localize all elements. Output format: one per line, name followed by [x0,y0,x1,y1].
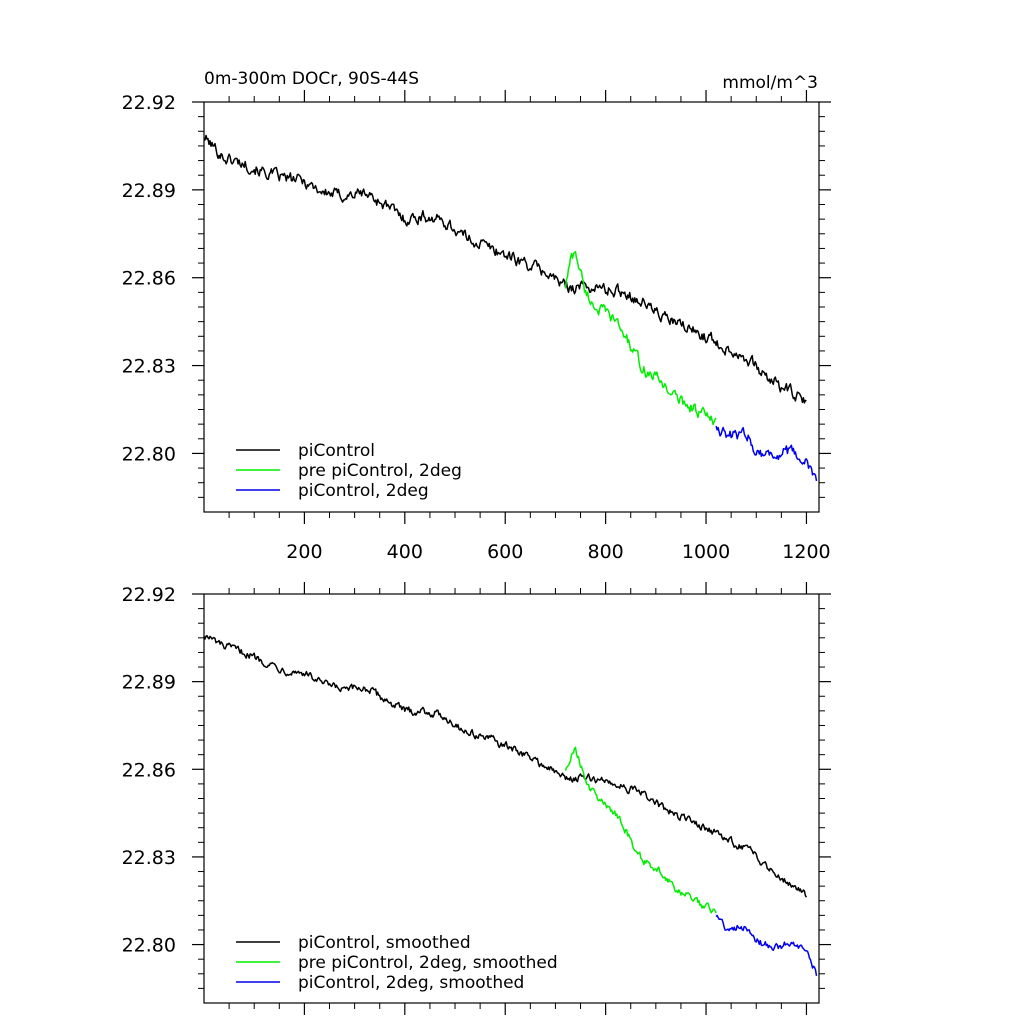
legend-label: piControl, 2deg [298,481,429,501]
series-line [715,914,818,977]
legend-label: piControl, 2deg, smoothed [298,973,524,993]
y-tick-label: 22.92 [122,584,176,606]
plot-frame [203,101,820,513]
series-line [203,134,807,404]
series-line [564,746,717,914]
x-tick-label: 1000 [682,541,730,563]
legend-label: pre piControl, 2deg [298,461,462,481]
y-tick-label: 22.83 [122,847,176,869]
x-tick-label: 400 [387,541,423,563]
series-line [564,251,717,426]
units-label: mmol/m^3 [722,73,818,93]
y-tick-label: 22.89 [122,180,176,202]
x-tick-label: 1200 [782,541,830,563]
y-tick-label: 22.89 [122,672,176,694]
y-tick-label: 22.83 [122,356,176,378]
top-panel: 0m-300m DOCr, 90S-44S mmol/m^3 22.92 22.8… [122,69,831,563]
y-tick-label: 22.86 [122,759,176,781]
chart-title: 0m-300m DOCr, 90S-44S [204,69,419,89]
series-line [715,425,818,482]
y-tick-label: 22.86 [122,268,176,290]
legend-label: piControl [298,441,375,461]
series-line [203,634,808,898]
y-tick-label: 22.92 [122,92,176,114]
bottom-panel: 22.92 22.89 22.86 22.83 22.80 piControl, smoo… [122,582,831,1015]
x-tick-label: 200 [286,541,322,563]
y-tick-label: 22.80 [122,935,176,957]
y-tick-label: 22.80 [122,443,176,465]
plot-frame [203,593,820,1004]
legend-label: pre piControl, 2deg, smoothed [298,953,558,973]
legend-label: piControl, smoothed [298,933,471,953]
x-tick-label: 600 [487,541,523,563]
x-tick-label: 800 [587,541,623,563]
